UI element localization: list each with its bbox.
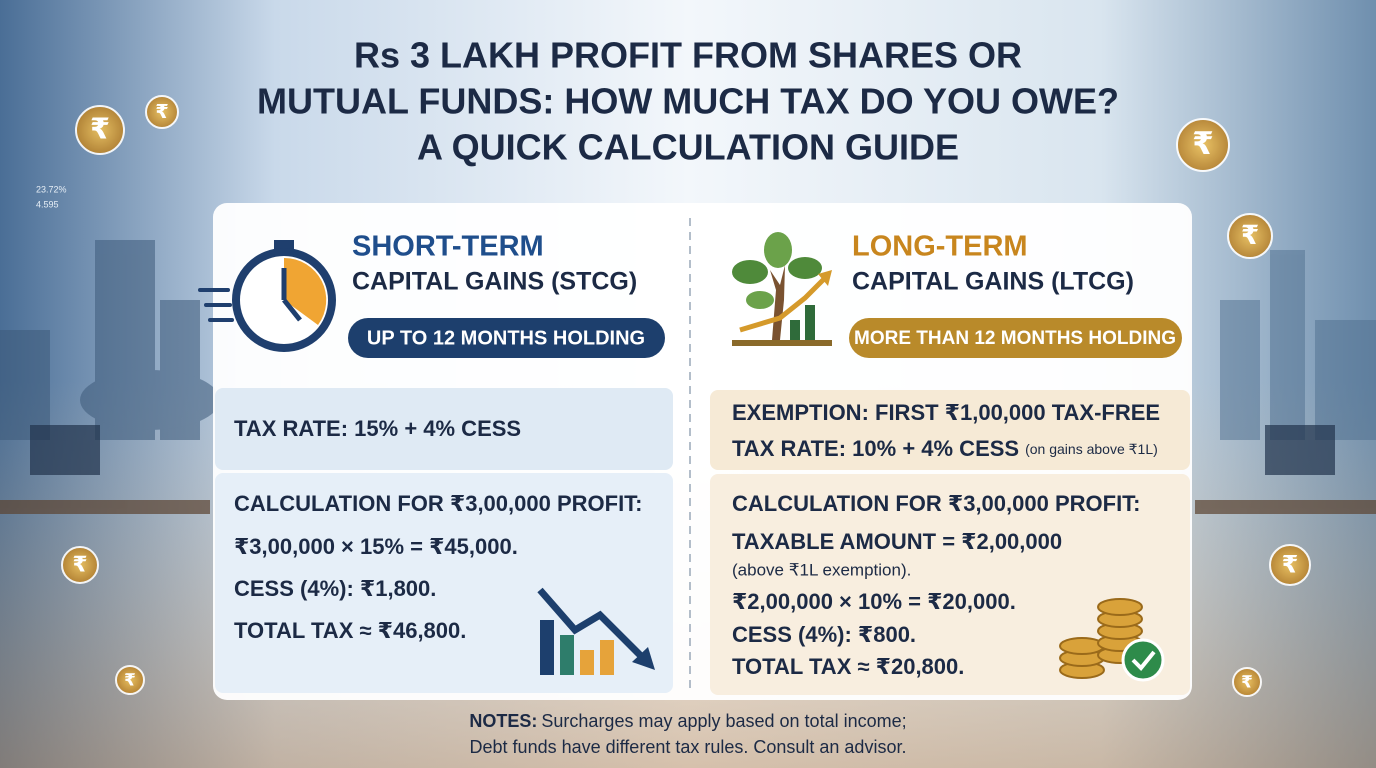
title-line: MUTUAL FUNDS: HOW MUCH TAX DO YOU OWE? (257, 81, 1119, 122)
ltcg-rate-main: TAX RATE: 10% + 4% CESS (732, 436, 1019, 461)
stcg-line: TOTAL TAX ≈ ₹46,800. (234, 618, 466, 643)
stcg-calc-title: CALCULATION FOR ₹3,00,000 PROFIT: (234, 491, 643, 516)
ltcg-taxable-note: (above ₹1L exemption). (732, 560, 911, 579)
ltcg-line: ₹2,00,000 × 10% = ₹20,000. (732, 589, 1016, 614)
decline-icon (537, 587, 655, 675)
coin (75, 105, 125, 155)
coin (1176, 118, 1230, 172)
coin (145, 95, 179, 129)
tree-icon (732, 232, 832, 346)
ltcg-taxable: TAXABLE AMOUNT = ₹2,00,000 (732, 529, 1062, 554)
stcg-line: ₹3,00,000 × 15% = ₹45,000. (234, 534, 518, 559)
notes-line: Debt funds have different tax rules. Con… (470, 737, 907, 757)
coin-symbol: ₹ (155, 102, 168, 123)
ltcg-calc-title: CALCULATION FOR ₹3,00,000 PROFIT: (732, 491, 1141, 516)
coin-stack-icon (1059, 598, 1165, 682)
stcg-line: CESS (4%): ₹1,800. (234, 576, 436, 601)
stcg-rate: TAX RATE: 15% + 4% CESS (234, 416, 521, 441)
stcg-badge (348, 318, 665, 358)
skyline-right (1220, 250, 1376, 440)
coin-symbol: ₹ (1282, 551, 1299, 578)
coin-symbol: ₹ (1241, 220, 1259, 250)
decor-label: 4.595 (36, 199, 59, 209)
ltcg-rate-note: (on gains above ₹1L) (1025, 441, 1158, 457)
ltcg-badge-text: MORE THAN 12 MONTHS HOLDING (854, 328, 1176, 349)
coin (115, 665, 145, 695)
coin (1227, 213, 1273, 259)
desks (0, 425, 1376, 514)
ltcg-line: TOTAL TAX ≈ ₹20,800. (732, 654, 964, 679)
notes-label: NOTES: (469, 711, 537, 731)
stcg-heading: SHORT-TERM (352, 231, 544, 263)
title-line: Rs 3 LAKH PROFIT FROM SHARES OR (354, 35, 1022, 76)
coin-symbol: ₹ (124, 670, 136, 689)
stcg-calc-panel (215, 473, 673, 693)
stcg-rate-panel (215, 388, 673, 470)
coin-symbol: ₹ (1241, 672, 1253, 691)
stcg-badge-text: UP TO 12 MONTHS HOLDING (367, 327, 645, 349)
ltcg-heading: LONG-TERM (852, 231, 1028, 263)
ltcg-line: CESS (4%): ₹800. (732, 622, 916, 647)
coin-symbol: ₹ (1192, 126, 1214, 161)
notes-text: Surcharges may apply based on total inco… (541, 711, 906, 731)
ltcg-rate: TAX RATE: 10% + 4% CESS (on gains above ₹… (732, 436, 1158, 461)
ltcg-rate-panel (710, 390, 1190, 470)
coin (1269, 544, 1311, 586)
decor-label: 23.72% (36, 184, 67, 194)
ltcg-exemption: EXEMPTION: FIRST ₹1,00,000 TAX-FREE (732, 400, 1160, 425)
ltcg-subheading: CAPITAL GAINS (LTCG) (852, 268, 1134, 296)
ltcg-badge (849, 318, 1182, 358)
skyline-left (0, 240, 220, 440)
clock-icon (198, 240, 336, 352)
stcg-subheading: CAPITAL GAINS (STCG) (352, 268, 637, 296)
coin (61, 546, 99, 584)
coin-symbol: ₹ (72, 552, 87, 577)
notes-line: NOTES: Surcharges may apply based on tota… (469, 711, 906, 731)
coin (1232, 667, 1262, 697)
title-line: A QUICK CALCULATION GUIDE (417, 127, 959, 168)
coin-symbol: ₹ (90, 114, 110, 146)
